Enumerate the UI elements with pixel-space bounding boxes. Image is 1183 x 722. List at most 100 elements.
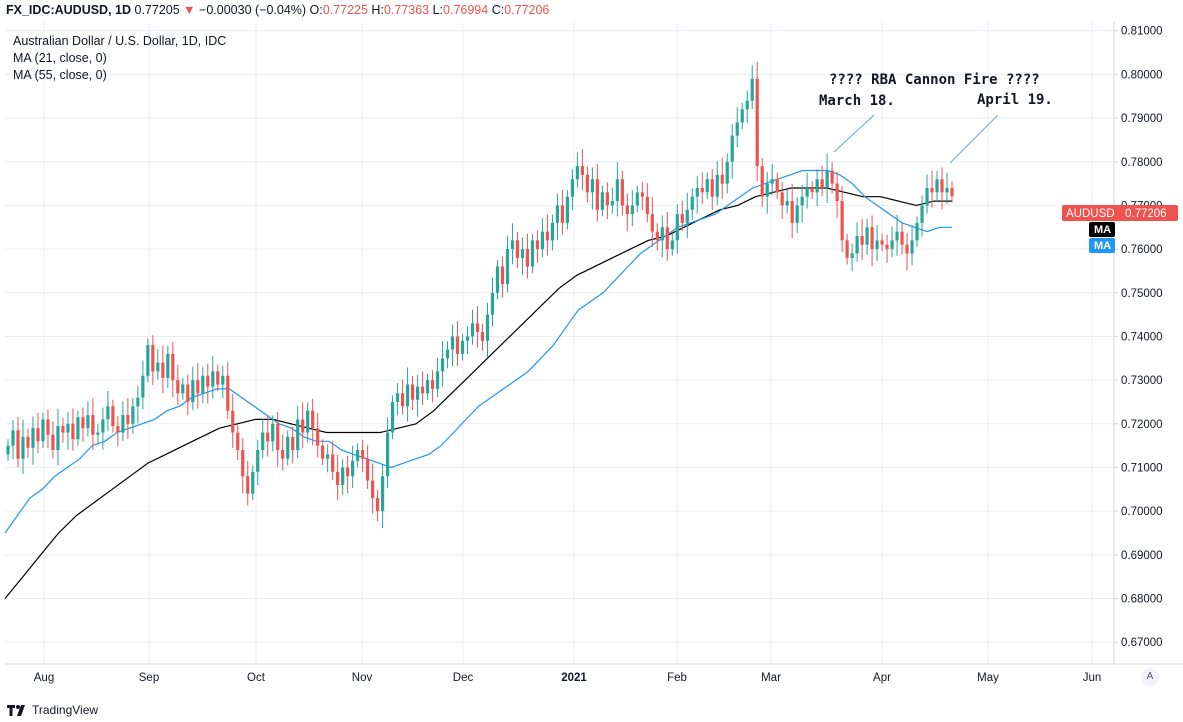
candle (361, 439, 365, 473)
candle (715, 161, 719, 205)
candle (930, 170, 934, 208)
candle (615, 162, 619, 217)
candle (905, 232, 909, 271)
candle-body (435, 371, 440, 389)
candle (376, 489, 380, 522)
candle-body (560, 205, 565, 223)
candle (261, 418, 265, 459)
candle (495, 260, 500, 300)
candle-body (306, 410, 310, 433)
candle-body (61, 425, 65, 433)
candle-body (900, 231, 904, 245)
candle-body (101, 419, 105, 433)
price-badge-value: 0.77206 (1125, 208, 1167, 220)
annotation-lines (833, 114, 999, 164)
candle-body (840, 201, 844, 241)
candle (925, 174, 929, 214)
candle-body (890, 240, 894, 250)
candle-body (341, 467, 345, 485)
candle-body (336, 471, 340, 485)
candle-body (21, 436, 25, 459)
candle (595, 163, 599, 222)
legend-series-title[interactable]: Australian Dollar / U.S. Dollar, 1D, IDC (13, 34, 227, 48)
candle-body (880, 240, 884, 245)
price-tick-label: 0.73000 (1121, 375, 1163, 387)
candle (785, 187, 789, 214)
candle (11, 420, 15, 460)
candle (765, 171, 769, 214)
legend-ma21[interactable]: MA (21, close, 0) (13, 51, 107, 65)
candle-body (950, 187, 954, 197)
candle (415, 374, 420, 417)
candle (211, 356, 215, 399)
time-tick-label: Jun (1083, 672, 1102, 684)
candle-body (71, 423, 75, 440)
candle-body (206, 375, 210, 387)
candle (76, 410, 80, 446)
candle-body (550, 222, 555, 241)
candle (915, 216, 919, 247)
candle (610, 187, 614, 214)
candle-body (825, 170, 829, 188)
chart-grid (5, 22, 1114, 664)
annotation-march: March 18. (819, 93, 895, 109)
open-label: O: (309, 3, 323, 17)
candle (316, 412, 320, 458)
candle (750, 65, 754, 109)
candle (490, 277, 495, 327)
candle (351, 445, 355, 488)
candle-body (16, 430, 20, 459)
candle (910, 225, 914, 266)
candle (61, 417, 65, 443)
candle (945, 172, 949, 205)
candle (276, 412, 280, 468)
candle (795, 197, 799, 233)
candle (226, 362, 230, 419)
candle (720, 157, 724, 199)
candle-body (366, 458, 370, 481)
candle-body (875, 240, 879, 250)
candle (605, 182, 609, 219)
candle (395, 383, 400, 416)
candle (251, 465, 255, 501)
candle (420, 371, 425, 406)
candle (36, 412, 40, 454)
candle (530, 233, 535, 274)
candle-body (121, 415, 125, 433)
candle-body (635, 192, 639, 206)
candle (865, 218, 869, 255)
candle (31, 416, 35, 465)
price-axis[interactable]: 0.810000.800000.790000.780000.770000.760… (1114, 26, 1163, 649)
candle (246, 460, 250, 506)
candle-body (316, 428, 320, 446)
candle (16, 416, 20, 468)
candle (286, 430, 290, 466)
candle (106, 391, 110, 432)
candle-body (420, 386, 425, 394)
legend-ma55[interactable]: MA (55, close, 0) (13, 68, 107, 82)
candle-body (655, 231, 659, 241)
candle (336, 454, 340, 501)
time-axis[interactable]: Aug Sep Oct Nov Dec 2021 Feb Mar Apr May Jun (34, 672, 1102, 684)
candle (805, 172, 809, 209)
candle (81, 407, 85, 442)
auto-scale-button[interactable]: A (1141, 668, 1159, 686)
candle-body (620, 179, 624, 206)
candle-body (575, 166, 579, 180)
candle-body (930, 187, 934, 193)
candle-body (106, 406, 110, 420)
candle-body (346, 467, 350, 477)
candle (840, 185, 844, 253)
candle (810, 181, 814, 199)
candle-body (790, 201, 794, 223)
candle-body (31, 428, 35, 448)
candle-body (251, 471, 255, 494)
symbol-label[interactable]: FX_IDC:AUDUSD, 1D (6, 3, 132, 17)
tradingview-branding[interactable]: TradingView (6, 703, 98, 717)
candle (196, 363, 200, 409)
candle-body (750, 78, 754, 101)
candle (291, 426, 295, 464)
candle (450, 324, 455, 367)
candle (151, 335, 155, 385)
